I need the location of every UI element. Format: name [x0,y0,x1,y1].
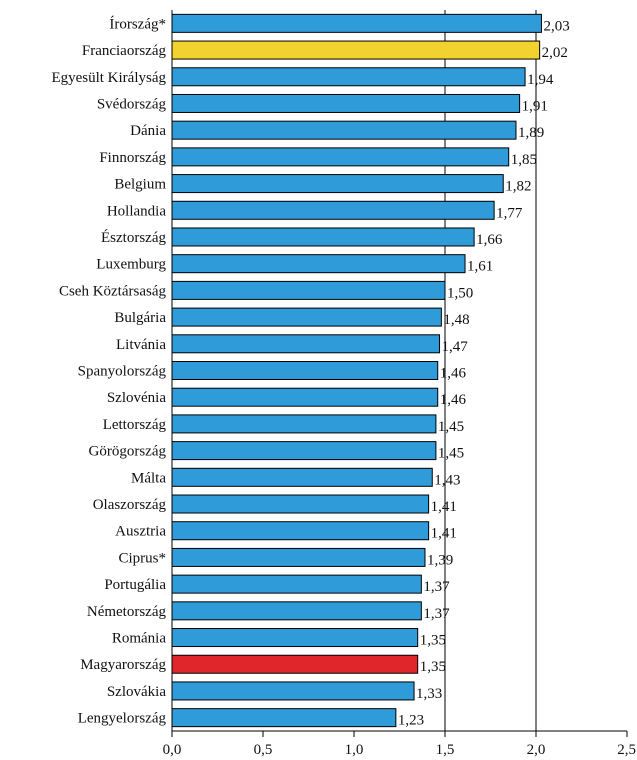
bar [171,174,504,194]
value-label: 1,43 [434,472,460,488]
value-label: 1,23 [398,713,424,729]
category-label: Litvánia [116,337,166,353]
value-label: 1,45 [438,446,464,462]
value-label: 1,94 [527,72,554,88]
bar [171,681,415,701]
bar [171,227,475,247]
bar [171,200,495,220]
bar [171,120,517,140]
bar [171,280,446,300]
bar [171,601,422,621]
value-label: 1,37 [423,606,450,622]
value-label: 1,35 [420,659,446,675]
value-labels: 2,03 2,02 1,94 1,91 1,89 1,85 1,82 1,77 1,66 1,61… [398,18,570,728]
value-label: 1,47 [442,339,469,355]
value-label: 1,46 [440,392,467,408]
value-label: 1,61 [467,259,493,275]
bar [171,414,437,434]
category-label: Luxemburg [96,257,166,273]
category-label: Portugália [104,577,166,593]
category-label: Ciprus* [118,550,166,566]
bar [171,67,526,87]
bar [171,628,419,648]
x-axis: 0,0 0,5 1,0 1,5 2,0 2,5 [163,10,636,758]
x-tick-label: 1,5 [436,742,455,758]
bar [171,708,397,728]
category-label: Ausztria [115,524,166,540]
value-label: 1,50 [447,285,473,301]
bar [171,307,442,327]
value-label: 1,41 [431,499,457,515]
category-label: Írország* [109,15,166,32]
bar [171,13,542,33]
value-label: 1,82 [505,179,531,195]
bar [171,654,419,674]
x-tick-label: 0,5 [254,742,273,758]
bars [171,13,542,728]
category-label: Egyesült Királyság [51,70,166,86]
x-tick-label: 1,0 [345,742,364,758]
bar [171,441,437,461]
value-label: 1,89 [518,125,544,141]
category-label: Lengyelország [78,711,167,727]
x-tick-label: 2,5 [617,742,636,758]
category-label: Németország [87,604,167,620]
value-label: 1,33 [416,686,442,702]
category-label: Svédország [97,96,167,112]
value-label: 1,35 [420,633,446,649]
bar [171,93,521,113]
category-label: Belgium [114,177,166,193]
x-tick-label: 0,0 [163,742,182,758]
value-label: 1,77 [496,205,523,221]
category-label: Észtország [101,229,166,246]
value-label: 2,03 [543,18,569,34]
value-label: 1,66 [476,232,503,248]
category-label: Hollandia [107,203,166,219]
value-label: 1,85 [511,152,537,168]
bar [171,254,466,274]
bar [171,40,541,60]
category-label: Finnország [99,150,166,166]
category-label: Lettország [103,417,167,433]
value-label: 1,39 [427,552,453,568]
bar [171,521,430,541]
category-label: Szlovénia [107,390,166,406]
category-label: Olaszország [93,497,167,513]
category-label: Cseh Köztársaság [59,283,167,299]
value-label: 1,41 [431,526,457,542]
value-label: 1,48 [443,312,469,328]
bar [171,467,433,487]
bar [171,547,426,567]
bar [171,494,430,514]
value-label: 1,91 [522,98,548,114]
bar [171,387,439,407]
category-label: Franciaország [82,43,167,59]
category-labels: Írország* Franciaország Egyesült Királyság… [51,15,166,726]
bar [171,574,422,594]
value-label: 1,46 [440,366,467,382]
bar [171,147,510,167]
category-label: Szlovákia [107,684,166,700]
category-label: Görögország [89,444,167,460]
category-label: Spanyolország [78,364,167,380]
category-label: Magyarország [80,657,166,673]
x-tick-label: 2,0 [527,742,546,758]
category-label: Bulgária [114,310,166,326]
category-label: Dánia [130,123,166,139]
value-label: 1,37 [423,579,450,595]
value-label: 2,02 [542,45,568,61]
category-label: Románia [112,631,166,647]
category-label: Málta [131,470,166,486]
bar [171,361,439,380]
value-label: 1,45 [438,419,464,435]
bar [171,334,441,354]
